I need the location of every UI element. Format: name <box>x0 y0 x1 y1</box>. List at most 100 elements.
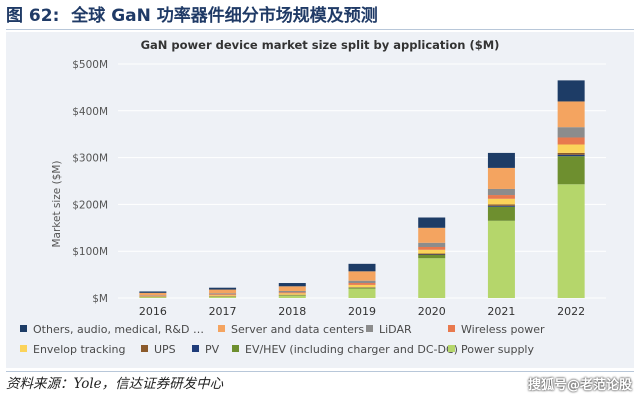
bar-segment <box>278 295 306 296</box>
bar-segment <box>557 152 585 155</box>
bar-segment <box>487 198 515 205</box>
bar-stack-2020 <box>418 217 446 298</box>
legend-item: LiDAR <box>366 322 412 338</box>
bar-segment <box>278 294 306 296</box>
bar-stack-2016 <box>139 291 167 298</box>
bar-segment <box>278 286 306 291</box>
bar-segment <box>557 137 585 145</box>
bar-stack-2017 <box>209 287 237 298</box>
x-tick-label: 2019 <box>348 305 376 318</box>
bar-stack-2019 <box>348 263 376 298</box>
bar-segment <box>348 271 376 281</box>
legend-swatch <box>218 325 225 332</box>
legend-swatch <box>20 345 27 352</box>
legend-item: PV <box>192 342 219 358</box>
legend-label: Power supply <box>461 343 534 356</box>
legend-item: UPS <box>141 342 176 358</box>
bar-segment <box>487 152 515 168</box>
legend-item: Envelop tracking <box>20 342 125 358</box>
bar-segment <box>557 154 585 157</box>
bar-segment <box>348 287 376 289</box>
y-tick-label: $M <box>92 293 108 305</box>
bar-segment <box>487 205 515 207</box>
bar-segment <box>139 292 167 296</box>
x-tick-label: 2021 <box>487 305 515 318</box>
bar-segment <box>557 127 585 138</box>
bar-segment <box>418 254 446 255</box>
legend-swatch <box>192 345 199 352</box>
legend-swatch <box>20 325 27 332</box>
legend-item: Power supply <box>448 342 534 358</box>
legend-swatch <box>141 345 148 352</box>
bar-segment <box>209 295 237 297</box>
bar-segment <box>139 296 167 298</box>
gridlines <box>118 63 606 299</box>
bar-segment <box>418 242 446 247</box>
legend-label: Envelop tracking <box>33 343 126 356</box>
bar-segment <box>487 206 515 221</box>
bar-segment <box>557 80 585 102</box>
bar-segment <box>348 280 376 284</box>
bar-segment <box>487 167 515 189</box>
bar-segment <box>348 284 376 288</box>
x-tick-label: 2022 <box>557 305 585 318</box>
bar-segment <box>418 253 446 255</box>
bar-segment <box>278 290 306 293</box>
bar-stack-2022 <box>557 80 585 298</box>
legend-label: Server and data centers <box>231 323 365 336</box>
chart-legend: Others, audio, medical, R&D … Server and … <box>20 322 630 368</box>
bar-segment <box>139 295 167 297</box>
bar-segment <box>557 184 585 298</box>
stacked-bar-chart: GaN power device market size split by ap… <box>51 38 606 318</box>
legend-label: PV <box>205 343 220 356</box>
y-tick-label: $200M <box>72 199 108 211</box>
watermark: 搜狐号@老范论股 <box>527 378 632 393</box>
bar-stack-2018 <box>278 283 306 298</box>
bar-segment <box>557 144 585 153</box>
bar-segment <box>139 295 167 296</box>
bar-segment <box>487 195 515 199</box>
bar-segment <box>278 283 306 287</box>
x-tick-label: 2020 <box>418 305 446 318</box>
bar-segment <box>209 294 237 296</box>
bar-segment <box>209 287 237 290</box>
x-tick-label: 2018 <box>278 305 306 318</box>
legend-label: LiDAR <box>379 323 412 336</box>
bar-segment <box>418 258 446 298</box>
bar-segment <box>418 254 446 259</box>
legend-swatch <box>448 325 455 332</box>
legend-label: UPS <box>154 343 176 356</box>
bars <box>139 80 585 298</box>
source-note: 资料来源：Yole，信达证券研发中心 <box>6 371 634 402</box>
bar-segment <box>418 217 446 228</box>
legend-swatch <box>366 325 373 332</box>
legend-swatch <box>232 345 239 352</box>
bar-segment <box>418 246 446 250</box>
chart-panel: GaN power device market size split by ap… <box>6 32 634 368</box>
bar-segment <box>209 296 237 298</box>
bar-stack-2021 <box>487 152 515 298</box>
bar-segment <box>348 283 376 285</box>
legend-item: Wireless power <box>448 322 545 338</box>
bar-segment <box>139 297 167 298</box>
y-tick-label: $500M <box>72 59 108 71</box>
bar-segment <box>557 101 585 128</box>
x-tick-label: 2016 <box>139 305 167 318</box>
bar-segment <box>348 288 376 298</box>
x-tick-labels: 2016 2017 2018 2019 2020 2021 2022 <box>139 305 585 318</box>
bar-segment <box>487 220 515 298</box>
legend-item: Others, audio, medical, R&D … <box>20 322 204 338</box>
legend-label: EV/HEV (including charger and DC-DC) <box>245 343 458 356</box>
figure-title-text: 全球 GaN 功率器件细分市场规模及预测 <box>71 6 378 26</box>
bar-segment <box>348 263 376 272</box>
bar-segment <box>487 204 515 206</box>
legend-swatch <box>448 345 455 352</box>
figure-title: 图 62: 全球 GaN 功率器件细分市场规模及预测 <box>6 3 634 30</box>
bar-segment <box>278 292 306 294</box>
bar-segment <box>209 293 237 295</box>
bar-segment <box>209 296 237 297</box>
chart-title: GaN power device market size split by ap… <box>141 38 500 52</box>
bar-segment <box>278 293 306 295</box>
bar-segment <box>209 289 237 294</box>
legend-label: Others, audio, medical, R&D … <box>33 323 204 336</box>
